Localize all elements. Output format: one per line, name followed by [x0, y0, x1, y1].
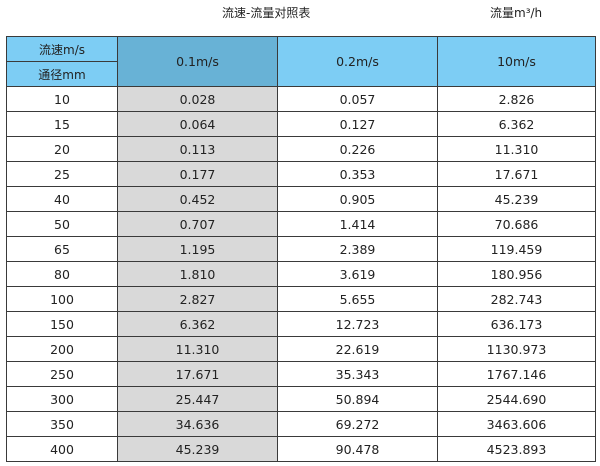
table-row: 40 0.452 0.905 45.239 [6, 186, 596, 212]
diameter-cell: 40 [6, 186, 118, 212]
col-header: 0.2m/s [277, 36, 438, 87]
diameter-cell: 15 [6, 111, 118, 137]
diameter-cell: 10 [6, 86, 118, 112]
table-row: 350 34.636 69.272 3463.606 [6, 411, 596, 437]
diameter-cell: 400 [6, 436, 118, 462]
speed-label: 流速m/s [6, 36, 118, 62]
flow-cell: 12.723 [277, 311, 438, 337]
table-title: 流速-流量对照表 [222, 6, 311, 20]
flow-cell: 0.707 [117, 211, 278, 237]
table-row: 80 1.810 3.619 180.956 [6, 261, 596, 287]
diameter-cell: 100 [6, 286, 118, 312]
diameter-cell: 20 [6, 136, 118, 162]
flow-table: 流速m/s 0.1m/s 0.2m/s 10m/s 通径mm 10 0.028 0.… [6, 36, 596, 462]
flow-cell: 1.810 [117, 261, 278, 287]
flow-cell: 1767.146 [437, 361, 596, 387]
header-row: 通径mm [6, 61, 596, 87]
diameter-cell: 200 [6, 336, 118, 362]
flow-cell: 50.894 [277, 386, 438, 412]
flow-cell: 119.459 [437, 236, 596, 262]
table-row: 200 11.310 22.619 1130.973 [6, 336, 596, 362]
flow-cell: 0.353 [277, 161, 438, 187]
flow-cell: 282.743 [437, 286, 596, 312]
flow-cell: 45.239 [437, 186, 596, 212]
flow-cell: 3.619 [277, 261, 438, 287]
flow-cell: 6.362 [437, 111, 596, 137]
diameter-cell: 150 [6, 311, 118, 337]
flow-cell: 2544.690 [437, 386, 596, 412]
table-row: 20 0.113 0.226 11.310 [6, 136, 596, 162]
table-row: 100 2.827 5.655 282.743 [6, 286, 596, 312]
flow-cell: 2.827 [117, 286, 278, 312]
flow-cell: 6.362 [117, 311, 278, 337]
flow-cell: 180.956 [437, 261, 596, 287]
diameter-cell: 65 [6, 236, 118, 262]
flow-cell: 2.826 [437, 86, 596, 112]
table-row: 400 45.239 90.478 4523.893 [6, 436, 596, 462]
flow-cell: 4523.893 [437, 436, 596, 462]
col-header: 0.1m/s [117, 36, 278, 87]
flow-cell: 1.414 [277, 211, 438, 237]
flow-cell: 0.113 [117, 136, 278, 162]
flow-cell: 1130.973 [437, 336, 596, 362]
flow-cell: 25.447 [117, 386, 278, 412]
table-row: 300 25.447 50.894 2544.690 [6, 386, 596, 412]
flow-cell: 90.478 [277, 436, 438, 462]
flow-cell: 34.636 [117, 411, 278, 437]
diameter-cell: 80 [6, 261, 118, 287]
table-row: 65 1.195 2.389 119.459 [6, 236, 596, 262]
flow-cell: 22.619 [277, 336, 438, 362]
flow-cell: 11.310 [117, 336, 278, 362]
flow-cell: 2.389 [277, 236, 438, 262]
flow-cell: 0.127 [277, 111, 438, 137]
flow-cell: 0.057 [277, 86, 438, 112]
flow-cell: 0.452 [117, 186, 278, 212]
header-row: 流速m/s 0.1m/s 0.2m/s 10m/s [6, 36, 596, 87]
flow-cell: 5.655 [277, 286, 438, 312]
flow-cell: 0.905 [277, 186, 438, 212]
flow-cell: 70.686 [437, 211, 596, 237]
diameter-cell: 300 [6, 386, 118, 412]
table-row: 25 0.177 0.353 17.671 [6, 161, 596, 187]
table-row: 15 0.064 0.127 6.362 [6, 111, 596, 137]
table-row: 50 0.707 1.414 70.686 [6, 211, 596, 237]
diameter-cell: 25 [6, 161, 118, 187]
table-row: 150 6.362 12.723 636.173 [6, 311, 596, 337]
diameter-label: 通径mm [6, 61, 118, 87]
flow-cell: 45.239 [117, 436, 278, 462]
flow-cell: 11.310 [437, 136, 596, 162]
flow-cell: 0.177 [117, 161, 278, 187]
diameter-cell: 250 [6, 361, 118, 387]
flow-cell: 0.064 [117, 111, 278, 137]
flow-cell: 0.028 [117, 86, 278, 112]
flow-cell: 636.173 [437, 311, 596, 337]
flow-cell: 0.226 [277, 136, 438, 162]
flow-cell: 3463.606 [437, 411, 596, 437]
col-header: 10m/s [437, 36, 596, 87]
flow-cell: 1.195 [117, 236, 278, 262]
flow-cell: 69.272 [277, 411, 438, 437]
table-row: 10 0.028 0.057 2.826 [6, 86, 596, 112]
diameter-cell: 50 [6, 211, 118, 237]
unit-label: 流量m³/h [490, 6, 543, 20]
diameter-cell: 350 [6, 411, 118, 437]
flow-cell: 35.343 [277, 361, 438, 387]
flow-cell: 17.671 [117, 361, 278, 387]
table-row: 250 17.671 35.343 1767.146 [6, 361, 596, 387]
flow-cell: 17.671 [437, 161, 596, 187]
